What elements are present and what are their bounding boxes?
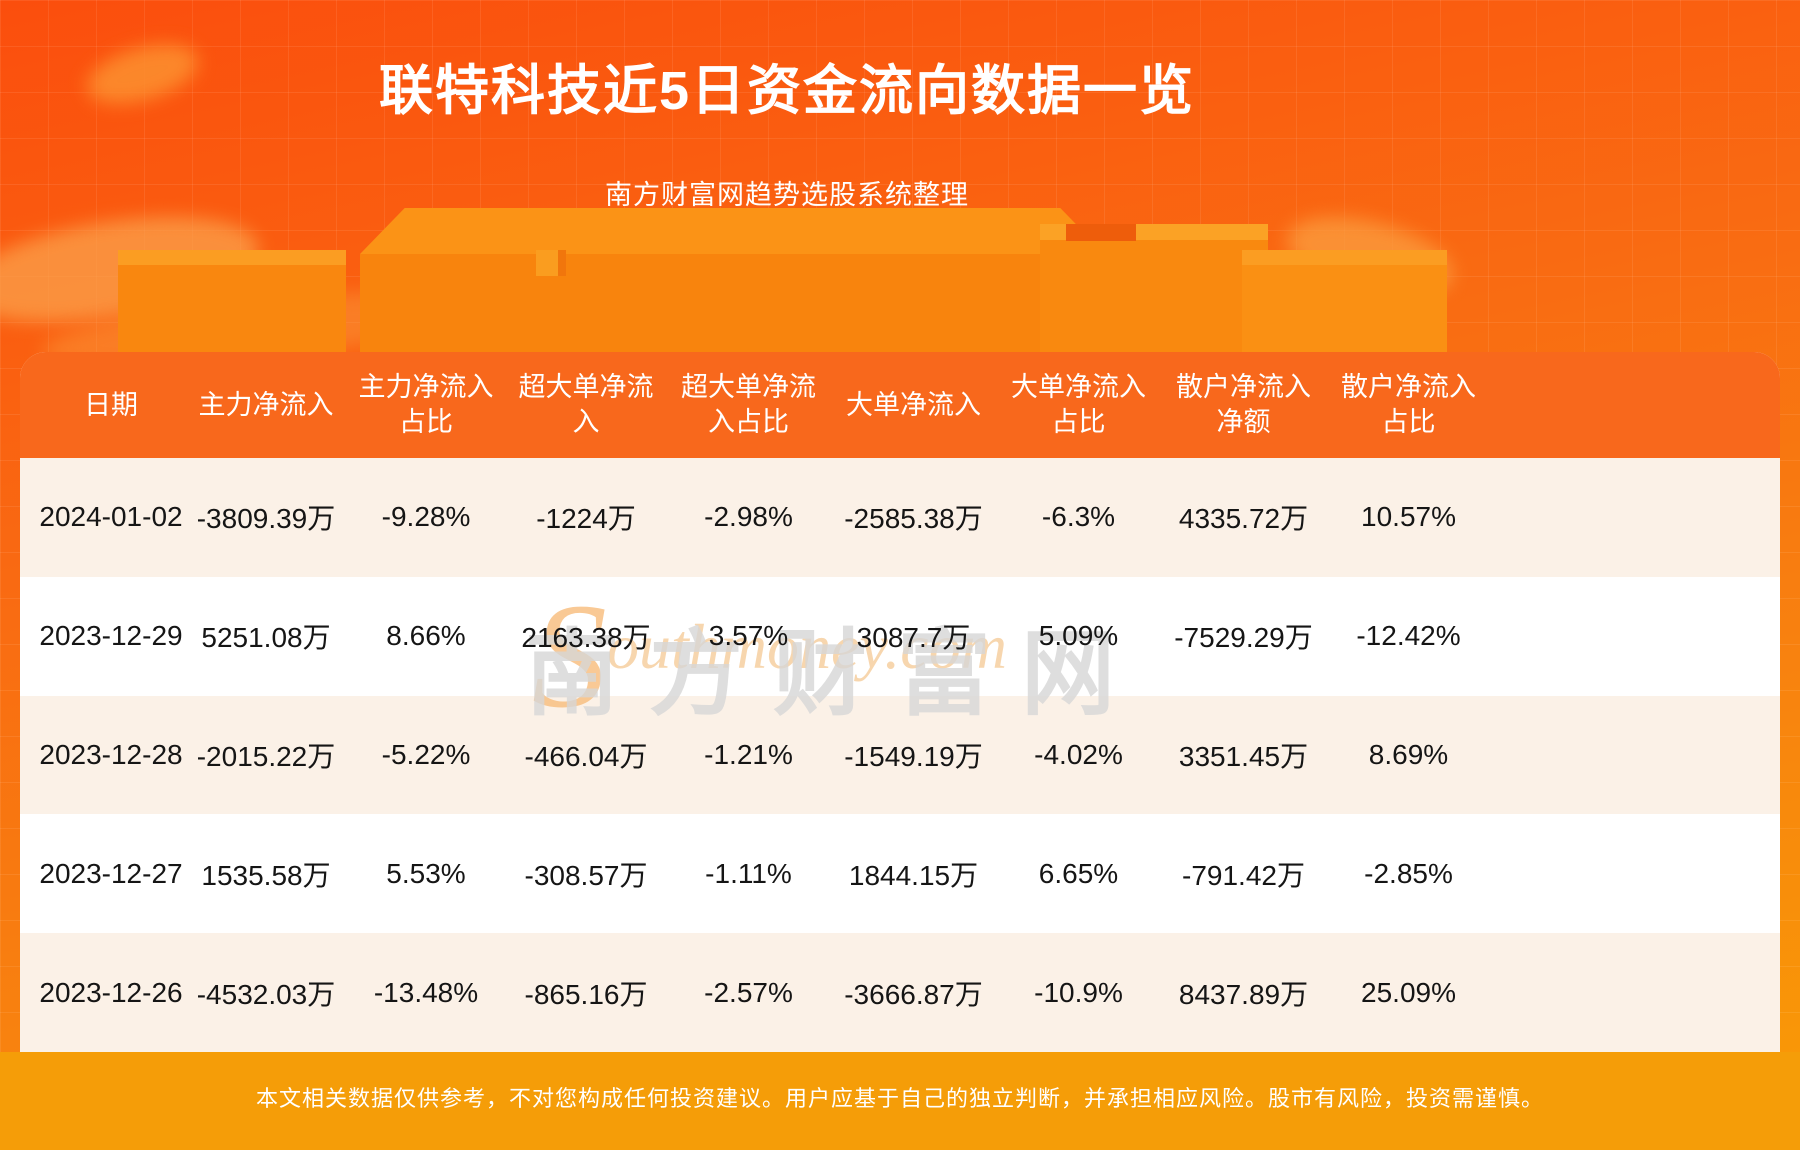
footer-band: 本文相关数据仅供参考，不对您构成任何投资建议。用户应基于自己的独立判断，并承担相… <box>0 1052 1800 1150</box>
table-row: 2024-01-02 -3809.39万 -9.28% -1224万 -2.98… <box>20 458 1780 577</box>
table-cell: -5.22% <box>381 738 471 770</box>
table-cell: -308.57万 <box>524 859 648 891</box>
podium-top-face <box>360 208 1105 254</box>
table-cell: -1.21% <box>704 738 793 770</box>
podium-notch <box>1066 224 1136 241</box>
table-cell: -6.3% <box>1041 501 1116 533</box>
table-cell: 2163.38万 <box>521 622 651 654</box>
hero-header: 联特科技近5日资金流向数据一览 南方财富网趋势选股系统整理 <box>0 46 1574 212</box>
column-header-large-order-net-inflow: 大单净流入 <box>846 389 981 420</box>
column-header-xl-order-net-inflow: 超大单净流 入 <box>518 372 654 437</box>
table-cell: 8.69% <box>1368 738 1449 770</box>
table-row: 2023-12-29 5251.08万 8.66% 2163.38万 3.57%… <box>20 577 1780 696</box>
podium-front-face <box>1040 240 1268 352</box>
table-cell: 1535.58万 <box>201 859 331 891</box>
column-header-xl-order-net-inflow-ratio: 超大单净流 入占比 <box>681 372 816 437</box>
table-cell: -3666.87万 <box>844 978 983 1010</box>
podium-far-right-block <box>1242 250 1447 352</box>
table-cell: -1224万 <box>536 503 636 535</box>
row-stripes <box>20 458 1780 1052</box>
table-cell: 3.57% <box>708 620 789 652</box>
table-cell: -466.04万 <box>524 740 648 772</box>
table-body: Southmoney.com 南方财富网 2024-01-02 -3809.39… <box>20 458 1780 1052</box>
table-header-row: 日期 主力净流入 主力净流入 占比 超大单净流 入 超大单净流 入占比 大单净流… <box>20 352 1780 458</box>
table-cell: 4335.72万 <box>1178 503 1309 535</box>
table-cell: -2.57% <box>704 976 793 1008</box>
table-cell: -2585.38万 <box>844 503 983 535</box>
podium-left-block <box>118 250 346 352</box>
podium-top-face <box>1242 250 1447 265</box>
table-cell: -4.02% <box>1034 738 1123 770</box>
column-header-large-order-net-inflow-ratio: 大单净流入 占比 <box>1011 372 1146 437</box>
podium-top-face <box>118 250 346 265</box>
row-stripe <box>20 576 1780 696</box>
page-subtitle: 南方财富网趋势选股系统整理 <box>605 180 969 210</box>
podium-front-face <box>1242 265 1447 352</box>
table-cell: -3809.39万 <box>196 503 336 535</box>
table-cell: 6.65% <box>1038 857 1119 889</box>
table-cell: 2023-12-28 <box>39 738 183 770</box>
podium-center-block <box>360 208 1105 352</box>
table-cell: -791.42万 <box>1182 859 1305 891</box>
table-cell: -2.98% <box>704 501 793 533</box>
podium-cube <box>536 250 566 276</box>
table-cell: 10.57% <box>1361 501 1456 533</box>
table-cell: 2024-01-02 <box>39 501 183 533</box>
table-cell: -4532.03万 <box>196 978 336 1010</box>
row-stripe <box>20 458 1780 577</box>
podium-right-block <box>1040 224 1268 352</box>
column-header-main-net-inflow: 主力净流入 <box>198 389 334 420</box>
page-title: 联特科技近5日资金流向数据一览 <box>378 61 1196 121</box>
column-header-retail-net-inflow: 散户净流入 净额 <box>1176 372 1311 437</box>
table-cell: 5251.08万 <box>201 622 331 654</box>
table-row: 2023-12-27 1535.58万 5.53% -308.57万 -1.11… <box>20 814 1780 933</box>
table-cell: 5.09% <box>1038 620 1119 652</box>
table-cell: 3351.45万 <box>1178 740 1309 772</box>
table-cell: -1.11% <box>705 857 792 889</box>
table-cell: -1549.19万 <box>844 740 983 772</box>
table-cell: 8437.89万 <box>1178 978 1309 1010</box>
table-cell: -13.48% <box>373 976 479 1008</box>
podium-front-face <box>360 254 1105 352</box>
table-cell: 25.09% <box>1361 976 1456 1008</box>
table-cell: -7529.29万 <box>1174 622 1313 654</box>
podium-front-face <box>118 265 346 352</box>
table-cell: -10.9% <box>1034 976 1123 1008</box>
table-cell: -9.28% <box>381 501 471 533</box>
table-cell: -2.85% <box>1364 857 1453 889</box>
table-rows: 2024-01-02 -3809.39万 -9.28% -1224万 -2.98… <box>20 458 1780 1052</box>
table-cell: 2023-12-27 <box>39 857 183 889</box>
table-cell: -2015.22万 <box>196 740 336 772</box>
column-header-retail-net-inflow-ratio: 散户净流入 占比 <box>1341 372 1476 437</box>
table-cell: 8.66% <box>386 620 466 652</box>
data-table-card: 日期 主力净流入 主力净流入 占比 超大单净流 入 超大单净流 入占比 大单净流… <box>20 352 1780 1052</box>
table-cell: -12.42% <box>1356 620 1461 652</box>
table-cell: 1844.15万 <box>848 859 979 891</box>
table-cell: 2023-12-29 <box>39 620 183 652</box>
table-row: 2023-12-26 -4532.03万 -13.48% -865.16万 -2… <box>20 933 1780 1052</box>
row-stripe <box>20 695 1780 815</box>
table-cell: 3087.7万 <box>856 622 971 654</box>
table-cell: 5.53% <box>386 857 466 889</box>
row-stripe <box>20 814 1780 934</box>
column-header-date: 日期 <box>84 389 138 420</box>
table-cell: 2023-12-26 <box>39 976 183 1008</box>
row-stripe <box>20 933 1780 1052</box>
disclaimer-text: 本文相关数据仅供参考，不对您构成任何投资建议。用户应基于自己的独立判断，并承担相… <box>255 1086 1544 1111</box>
table-row: 2023-12-28 -2015.22万 -5.22% -466.04万 -1.… <box>20 696 1780 815</box>
column-header-main-net-inflow-ratio: 主力净流入 占比 <box>358 372 494 437</box>
table-cell: -865.16万 <box>524 978 648 1010</box>
